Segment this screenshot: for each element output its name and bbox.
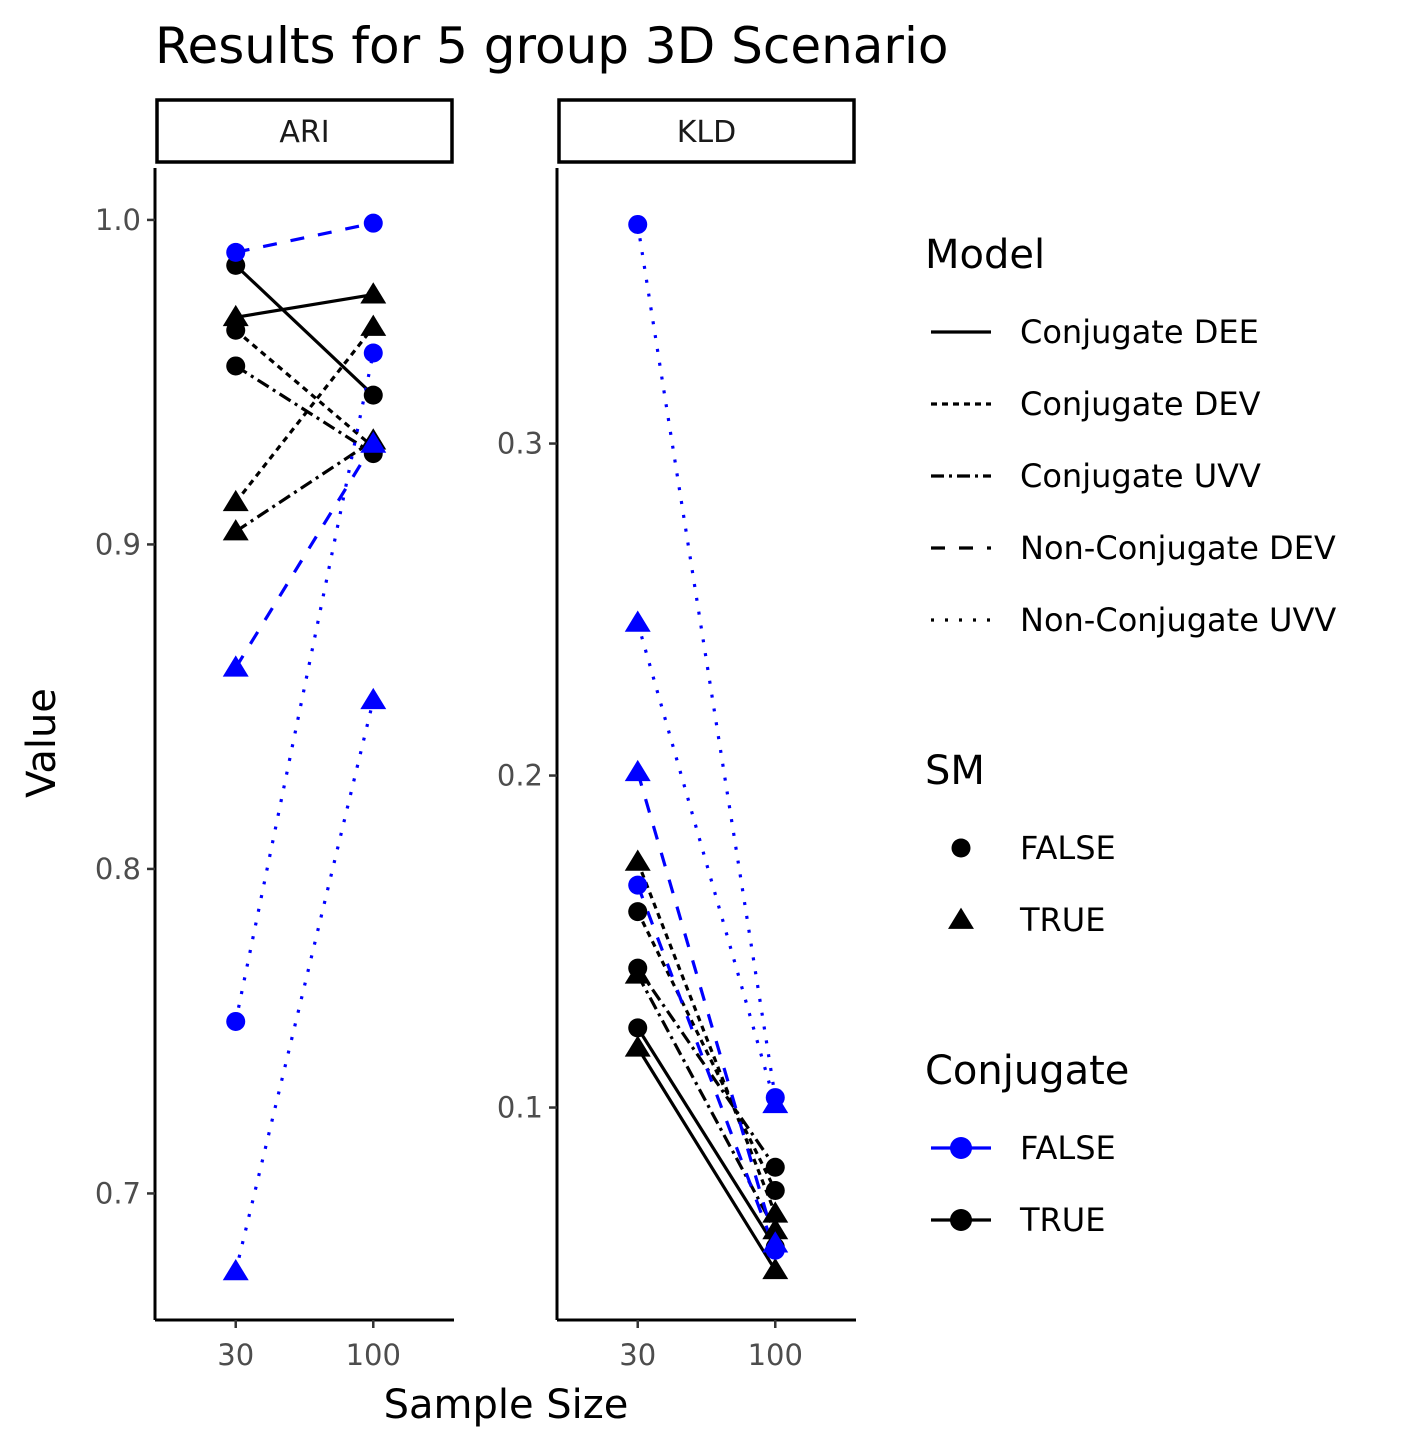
series-lines-kld bbox=[636, 224, 777, 1272]
data-point-non-conjugate-uvv-sm-false-n100 bbox=[363, 343, 383, 363]
series-lines-ari bbox=[234, 221, 375, 1272]
data-point-non-conjugate-uvv-sm-true-n30 bbox=[222, 1258, 249, 1281]
data-point-conjugate-dee-sm-false-n30 bbox=[628, 1018, 648, 1038]
x-tick-label-ari: 30 bbox=[217, 1338, 254, 1372]
legend-label-conjugate-dev: Conjugate DEV bbox=[1020, 385, 1261, 423]
y-tick-label-kld: 0.2 bbox=[497, 759, 543, 793]
legend-label-sm-true: TRUE bbox=[1019, 901, 1105, 939]
series-line-non-conjugate-uvv-sm-false bbox=[636, 224, 777, 1098]
data-point-non-conjugate-dev-sm-true-n100 bbox=[360, 431, 387, 453]
data-point-conjugate-dev-sm-true-n100 bbox=[360, 314, 387, 336]
data-point-conjugate-dee-sm-true-n100 bbox=[360, 282, 387, 304]
legend-key-sm-true bbox=[948, 907, 974, 929]
legend-key-point-conjugate-true bbox=[950, 1209, 972, 1231]
data-point-conjugate-uvv-sm-false-n100 bbox=[765, 1157, 785, 1177]
chart-title: Results for 5 group 3D Scenario bbox=[155, 17, 948, 75]
data-point-conjugate-dee-sm-true-n100 bbox=[762, 1257, 789, 1280]
strip-label-ari: ARI bbox=[279, 115, 329, 150]
data-point-conjugate-dev-sm-false-n30 bbox=[226, 320, 246, 340]
series-line-conjugate-dee-sm-true bbox=[636, 1046, 777, 1272]
data-point-non-conjugate-uvv-sm-true-n30 bbox=[624, 610, 651, 632]
data-point-conjugate-uvv-sm-true-n30 bbox=[624, 962, 651, 984]
series-line-conjugate-uvv-sm-true bbox=[636, 973, 777, 1232]
data-point-non-conjugate-uvv-sm-true-n100 bbox=[762, 1091, 789, 1114]
series-line-conjugate-uvv-sm-false bbox=[636, 967, 777, 1169]
data-point-conjugate-dev-sm-true-n100 bbox=[762, 1201, 789, 1223]
data-point-non-conjugate-dev-sm-true-n30 bbox=[222, 655, 249, 677]
strip-kld bbox=[557, 98, 856, 164]
y-tick-label-ari: 0.7 bbox=[95, 1176, 141, 1210]
data-point-conjugate-dee-sm-true-n30 bbox=[222, 304, 249, 327]
legend-label-conjugate-uvv: Conjugate UVV bbox=[1020, 457, 1261, 495]
legend: Model Conjugate DEE Conjugate DEV Conjugate… bbox=[925, 232, 1336, 1239]
legend-label-conjugate-false: FALSE bbox=[1020, 1129, 1116, 1167]
data-point-non-conjugate-uvv-sm-false-n30 bbox=[628, 214, 648, 234]
legend-label-non-conjugate-uvv: Non-Conjugate UVV bbox=[1020, 601, 1336, 639]
legend-key-sm-false bbox=[951, 838, 971, 858]
x-axis-title: Sample Size bbox=[384, 1382, 629, 1428]
data-point-conjugate-dee-sm-false-n30 bbox=[226, 255, 246, 275]
data-point-conjugate-dee-sm-true-n30 bbox=[624, 1035, 651, 1057]
y-tick-label-ari: 1.0 bbox=[95, 203, 141, 237]
legend-title-conjugate: Conjugate bbox=[925, 1048, 1129, 1094]
series-line-non-conjugate-uvv-sm-true bbox=[234, 699, 375, 1272]
legend-label-sm-false: FALSE bbox=[1020, 829, 1116, 867]
strip-label-kld: KLD bbox=[677, 115, 737, 150]
data-point-non-conjugate-dev-sm-false-n30 bbox=[628, 875, 648, 895]
data-point-conjugate-uvv-sm-true-n30 bbox=[222, 519, 249, 541]
panels: ARI 0.7 0.8 0.9 1.0 30 100 KLD 0.1 0.2 0.3 30 100 bbox=[95, 98, 856, 1372]
data-point-non-conjugate-dev-sm-true-n30 bbox=[624, 759, 651, 782]
strip-ari bbox=[155, 98, 454, 164]
series-line-conjugate-dev-sm-false bbox=[636, 910, 777, 1192]
series-points-ari bbox=[222, 213, 387, 1281]
series-line-non-conjugate-dev-sm-false bbox=[235, 221, 374, 254]
data-point-non-conjugate-uvv-sm-false-n30 bbox=[226, 1011, 246, 1031]
x-tick-label-ari: 100 bbox=[346, 1338, 401, 1372]
data-point-conjugate-dev-sm-true-n30 bbox=[624, 849, 651, 871]
legend-key-point-conjugate-false bbox=[950, 1137, 972, 1159]
series-line-non-conjugate-uvv-sm-false bbox=[234, 352, 375, 1022]
series-line-conjugate-dee-sm-false bbox=[636, 1026, 777, 1248]
y-axis-title: Value bbox=[19, 688, 65, 798]
data-point-conjugate-dev-sm-false-n100 bbox=[765, 1181, 785, 1201]
series-line-conjugate-dee-sm-true bbox=[235, 292, 374, 319]
series-line-conjugate-dev-sm-false bbox=[234, 329, 375, 449]
data-point-non-conjugate-dev-sm-false-n30 bbox=[226, 242, 246, 262]
y-tick-label-kld: 0.1 bbox=[497, 1091, 543, 1125]
series-line-non-conjugate-dev-sm-true bbox=[234, 442, 375, 669]
data-point-conjugate-uvv-sm-false-n30 bbox=[226, 356, 246, 376]
data-point-conjugate-dev-sm-true-n30 bbox=[222, 489, 249, 512]
data-point-conjugate-dee-sm-false-n100 bbox=[363, 385, 383, 405]
legend-label-conjugate-dee: Conjugate DEE bbox=[1020, 313, 1259, 351]
data-point-non-conjugate-dev-sm-true-n100 bbox=[762, 1231, 789, 1253]
y-tick-label-kld: 0.3 bbox=[497, 427, 543, 461]
series-line-non-conjugate-dev-sm-true bbox=[636, 771, 777, 1245]
series-line-non-conjugate-dev-sm-false bbox=[636, 884, 777, 1251]
series-points-kld bbox=[624, 214, 789, 1280]
series-line-non-conjugate-uvv-sm-true bbox=[636, 622, 777, 1105]
legend-title-sm: SM bbox=[925, 748, 985, 794]
legend-label-conjugate-true: TRUE bbox=[1019, 1201, 1105, 1239]
series-line-conjugate-dev-sm-true bbox=[234, 326, 375, 504]
panel-ari: ARI 0.7 0.8 0.9 1.0 30 100 bbox=[95, 98, 454, 1372]
series-line-conjugate-dee-sm-false bbox=[234, 264, 375, 397]
panel-kld: KLD 0.1 0.2 0.3 30 100 bbox=[497, 98, 856, 1372]
series-line-conjugate-uvv-sm-false bbox=[234, 364, 375, 455]
data-point-non-conjugate-uvv-sm-true-n100 bbox=[360, 687, 387, 710]
legend-title-model: Model bbox=[925, 232, 1045, 278]
x-tick-label-kld: 30 bbox=[619, 1338, 656, 1372]
series-line-conjugate-dev-sm-true bbox=[636, 861, 777, 1215]
data-point-non-conjugate-dev-sm-false-n100 bbox=[363, 213, 383, 233]
data-point-conjugate-dev-sm-false-n30 bbox=[628, 902, 648, 922]
x-tick-label-kld: 100 bbox=[748, 1338, 803, 1372]
data-point-conjugate-uvv-sm-true-n100 bbox=[762, 1218, 789, 1240]
legend-label-non-conjugate-dev: Non-Conjugate DEV bbox=[1020, 529, 1336, 567]
y-tick-label-ari: 0.8 bbox=[95, 852, 141, 886]
series-line-conjugate-uvv-sm-true bbox=[234, 439, 375, 533]
y-tick-label-ari: 0.9 bbox=[95, 527, 141, 561]
